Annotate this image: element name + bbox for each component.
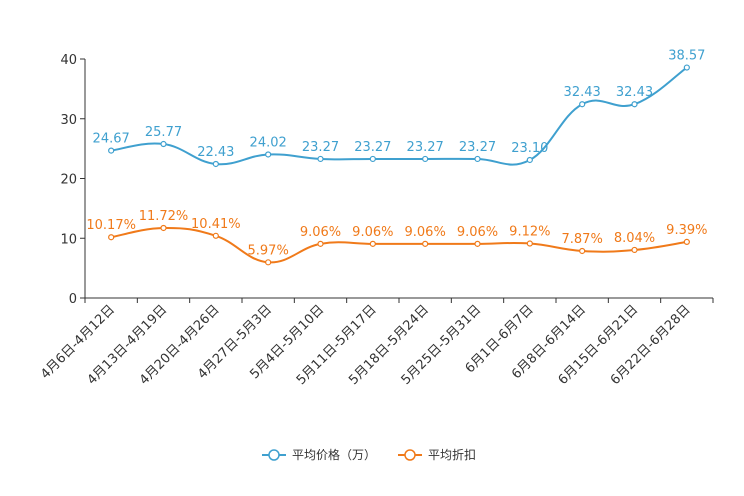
data-point[interactable] bbox=[369, 240, 376, 247]
data-label: 23.10 bbox=[511, 141, 548, 156]
data-point[interactable] bbox=[108, 147, 115, 154]
data-label: 9.06% bbox=[405, 225, 446, 240]
data-label: 9.06% bbox=[300, 225, 341, 240]
data-point[interactable] bbox=[631, 101, 638, 108]
y-tick-label: 20 bbox=[60, 173, 77, 188]
data-point[interactable] bbox=[579, 247, 586, 255]
data-point[interactable] bbox=[369, 155, 376, 163]
data-point[interactable] bbox=[631, 246, 638, 254]
data-point[interactable] bbox=[317, 155, 324, 163]
data-point[interactable] bbox=[265, 151, 272, 158]
data-label: 32.43 bbox=[616, 85, 653, 100]
data-label: 8.04% bbox=[614, 231, 655, 246]
data-label: 11.72% bbox=[139, 209, 189, 224]
data-label: 24.67 bbox=[93, 132, 130, 147]
legend[interactable]: 平均价格（万） 平均折扣 bbox=[262, 447, 476, 462]
data-point[interactable] bbox=[317, 240, 324, 247]
data-point[interactable] bbox=[683, 238, 690, 245]
data-label: 25.77 bbox=[145, 125, 182, 140]
data-label: 23.27 bbox=[354, 140, 391, 155]
data-point[interactable] bbox=[265, 259, 272, 266]
series-1: 10.17%11.72%10.41% 5.97% 9.06% 9.06% 9.06% 9.… bbox=[86, 209, 707, 266]
legend-label: 平均价格（万） bbox=[292, 447, 376, 462]
data-label: 23.27 bbox=[302, 140, 339, 155]
data-label: 9.39% bbox=[666, 223, 707, 238]
data-label: 23.27 bbox=[459, 140, 496, 155]
data-label: 5.97% bbox=[248, 243, 289, 258]
data-label: 38.57 bbox=[668, 49, 705, 64]
data-label: 7.87% bbox=[562, 232, 603, 247]
data-label: 32.43 bbox=[564, 85, 601, 100]
data-label: 22.43 bbox=[197, 145, 234, 160]
y-tick-label: 30 bbox=[60, 113, 77, 128]
data-point[interactable] bbox=[108, 234, 115, 241]
data-point[interactable] bbox=[160, 224, 167, 232]
data-point[interactable] bbox=[474, 240, 481, 247]
legend-marker-icon bbox=[268, 449, 280, 461]
data-point[interactable] bbox=[683, 64, 690, 71]
data-label: 9.06% bbox=[457, 225, 498, 240]
data-label: 10.17% bbox=[86, 218, 136, 233]
y-tick-label: 0 bbox=[69, 292, 77, 307]
data-point[interactable] bbox=[422, 155, 429, 163]
data-label: 9.12% bbox=[509, 225, 550, 240]
legend-marker-icon bbox=[404, 449, 416, 461]
legend-item-0[interactable]: 平均价格（万） bbox=[262, 447, 376, 462]
legend-item-1[interactable]: 平均折扣 bbox=[398, 447, 476, 462]
series-0: 24.67 25.77 22.43 24.02 23.27 23.27 23.27 23.27… bbox=[93, 49, 705, 168]
data-point[interactable] bbox=[526, 156, 533, 164]
data-point[interactable] bbox=[526, 240, 533, 247]
data-label: 10.41% bbox=[191, 217, 241, 232]
data-point[interactable] bbox=[474, 155, 481, 163]
y-tick-label: 10 bbox=[60, 232, 77, 247]
data-point[interactable] bbox=[212, 232, 219, 239]
legend-label: 平均折扣 bbox=[428, 447, 476, 462]
data-label: 23.27 bbox=[407, 140, 444, 155]
series-layer: 24.67 25.77 22.43 24.02 23.27 23.27 23.27 23.27… bbox=[86, 49, 707, 266]
data-point[interactable] bbox=[422, 240, 429, 247]
series-line bbox=[110, 226, 687, 264]
data-point[interactable] bbox=[212, 160, 219, 168]
data-point[interactable] bbox=[579, 101, 586, 108]
data-label: 24.02 bbox=[250, 135, 287, 150]
data-label: 9.06% bbox=[352, 225, 393, 240]
y-tick-label: 40 bbox=[60, 53, 77, 68]
data-point[interactable] bbox=[160, 140, 167, 148]
